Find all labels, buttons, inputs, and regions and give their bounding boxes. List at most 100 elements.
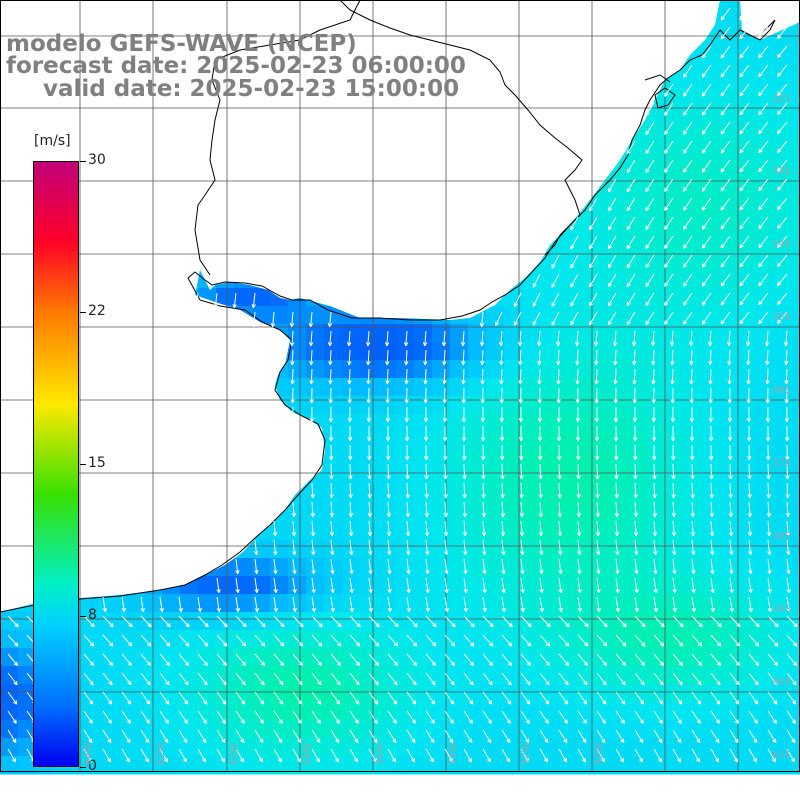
wind-cell xyxy=(576,756,595,775)
wind-arrow xyxy=(235,729,245,744)
wind-cell xyxy=(198,648,217,667)
wind-cell xyxy=(774,738,793,757)
wind-arrow xyxy=(786,615,798,628)
wind-cell xyxy=(414,342,433,361)
wind-arrow xyxy=(626,273,636,288)
wind-cell xyxy=(270,648,289,667)
wind-arrow xyxy=(292,691,303,705)
wind-arrow xyxy=(577,729,587,744)
wind-arrow xyxy=(289,330,295,347)
wind-cell xyxy=(756,360,775,379)
wind-arrow xyxy=(777,45,788,59)
wind-cell xyxy=(792,252,800,271)
wind-cell xyxy=(594,288,613,307)
wind-arrow xyxy=(463,653,475,667)
wind-arrow xyxy=(645,235,655,250)
wind-cell xyxy=(558,522,577,541)
wind-arrow xyxy=(594,349,599,366)
wind-arrow xyxy=(746,368,751,385)
wind-cell xyxy=(414,756,433,775)
wind-cell xyxy=(234,702,253,721)
wind-cell xyxy=(612,306,631,325)
longitude-label: 60W xyxy=(229,742,240,765)
wind-arrow xyxy=(708,425,714,442)
wind-cell xyxy=(558,720,577,739)
wind-arrow xyxy=(367,482,372,499)
wind-arrow xyxy=(254,615,266,628)
wind-cell xyxy=(432,432,451,451)
wind-arrow xyxy=(690,444,695,461)
wind-cell xyxy=(306,324,325,343)
wind-cell xyxy=(468,756,487,775)
wind-arrow xyxy=(463,577,468,594)
wind-arrow xyxy=(330,748,339,763)
wind-arrow xyxy=(406,691,417,705)
wind-cell xyxy=(504,522,523,541)
wind-arrow xyxy=(577,653,589,667)
wind-arrow xyxy=(406,596,411,613)
wind-arrow xyxy=(444,539,449,556)
wind-arrow xyxy=(482,596,487,613)
wind-arrow xyxy=(613,406,619,423)
wind-cell xyxy=(774,594,793,613)
wind-cell xyxy=(648,216,667,235)
wind-arrow xyxy=(570,254,579,269)
wind-arrow xyxy=(159,710,169,724)
wind-arrow xyxy=(386,520,392,537)
wind-arrow xyxy=(425,729,435,744)
wind-arrow xyxy=(368,634,380,647)
wind-arrow xyxy=(672,691,683,705)
wind-arrow xyxy=(652,463,657,480)
wind-arrow xyxy=(425,653,437,667)
wind-cell xyxy=(684,738,703,757)
wind-cell xyxy=(594,252,613,271)
wind-cell xyxy=(486,432,505,451)
wind-arrow xyxy=(683,102,693,116)
wind-arrow xyxy=(739,159,750,173)
wind-arrow xyxy=(518,349,523,366)
wind-cell xyxy=(504,432,523,451)
wind-cell xyxy=(648,270,667,289)
wind-arrow xyxy=(213,292,218,309)
wind-arrow xyxy=(615,653,627,667)
wind-cell xyxy=(684,216,703,235)
wind-cell xyxy=(720,378,739,397)
wind-cell xyxy=(738,522,757,541)
wind-cell xyxy=(756,324,775,343)
wind-arrow xyxy=(683,64,693,78)
wind-arrow xyxy=(368,596,373,613)
wind-arrow xyxy=(461,406,467,423)
wind-cell xyxy=(630,216,649,235)
wind-cell xyxy=(630,504,649,523)
wind-arrow xyxy=(538,501,544,518)
wind-arrow xyxy=(291,520,297,537)
wind-arrow xyxy=(387,596,392,613)
wind-cell xyxy=(198,594,217,613)
wind-arrow xyxy=(671,444,676,461)
wind-arrow xyxy=(747,501,753,518)
wind-cell xyxy=(612,414,631,433)
wind-cell xyxy=(342,432,361,451)
wind-cell xyxy=(180,666,199,685)
wind-cell xyxy=(684,720,703,739)
wind-cell xyxy=(792,630,800,649)
wind-cell xyxy=(630,576,649,595)
wind-arrow xyxy=(539,691,550,705)
wind-arrow xyxy=(499,349,504,366)
wind-arrow xyxy=(786,653,798,667)
wind-arrow xyxy=(607,311,617,326)
wind-cell xyxy=(90,594,109,613)
wind-arrow xyxy=(197,596,202,613)
wind-cell xyxy=(324,702,343,721)
wind-cell xyxy=(18,684,37,703)
wind-arrow xyxy=(720,45,731,59)
wind-cell xyxy=(468,522,487,541)
wind-cell xyxy=(720,450,739,469)
wind-cell xyxy=(792,198,800,217)
wind-cell xyxy=(126,720,145,739)
wind-cell xyxy=(594,378,613,397)
wind-arrow xyxy=(290,406,296,423)
wind-arrow xyxy=(347,406,353,423)
wind-cell xyxy=(666,432,685,451)
wind-cell xyxy=(396,594,415,613)
